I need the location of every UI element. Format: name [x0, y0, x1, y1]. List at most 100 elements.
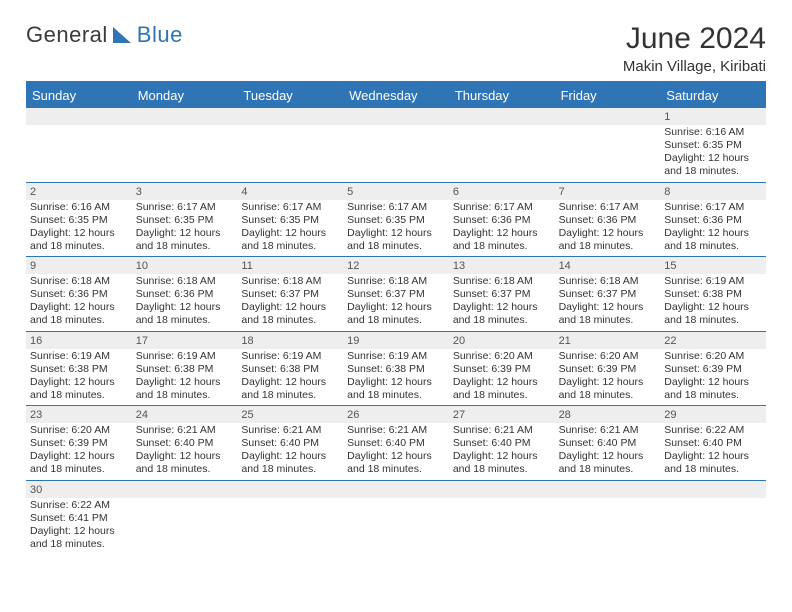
cell-sunrise: Sunrise: 6:22 AM — [30, 499, 128, 512]
cell-day2: and 18 minutes. — [664, 389, 762, 402]
cell-sunset: Sunset: 6:38 PM — [664, 288, 762, 301]
logo-text-1: General — [26, 22, 108, 48]
calendar-cell — [237, 125, 343, 182]
calendar-cell — [343, 125, 449, 182]
cell-sunrise: Sunrise: 6:19 AM — [347, 350, 445, 363]
cell-day2: and 18 minutes. — [136, 240, 234, 253]
cell-day1: Daylight: 12 hours — [136, 301, 234, 314]
cell-sunset: Sunset: 6:35 PM — [136, 214, 234, 227]
calendar-cell — [660, 498, 766, 555]
day-number — [26, 108, 132, 125]
cell-day2: and 18 minutes. — [664, 240, 762, 253]
cell-sunrise: Sunrise: 6:19 AM — [241, 350, 339, 363]
content-row: Sunrise: 6:19 AMSunset: 6:38 PMDaylight:… — [26, 349, 766, 406]
calendar-cell: Sunrise: 6:20 AMSunset: 6:39 PMDaylight:… — [660, 349, 766, 406]
cell-day1: Daylight: 12 hours — [347, 227, 445, 240]
cell-sunset: Sunset: 6:36 PM — [30, 288, 128, 301]
cell-sunrise: Sunrise: 6:18 AM — [559, 275, 657, 288]
cell-day1: Daylight: 12 hours — [30, 376, 128, 389]
cell-sunrise: Sunrise: 6:20 AM — [664, 350, 762, 363]
cell-sunset: Sunset: 6:40 PM — [559, 437, 657, 450]
cell-sunset: Sunset: 6:40 PM — [136, 437, 234, 450]
cell-sunset: Sunset: 6:35 PM — [347, 214, 445, 227]
day-number — [555, 108, 661, 125]
cell-sunrise: Sunrise: 6:19 AM — [30, 350, 128, 363]
cell-day2: and 18 minutes. — [559, 389, 657, 402]
cell-day2: and 18 minutes. — [453, 240, 551, 253]
day-number — [343, 108, 449, 125]
day-number: 25 — [237, 406, 343, 423]
calendar-cell: Sunrise: 6:19 AMSunset: 6:38 PMDaylight:… — [343, 349, 449, 406]
day-number: 13 — [449, 257, 555, 274]
cell-day1: Daylight: 12 hours — [559, 376, 657, 389]
cell-day2: and 18 minutes. — [347, 240, 445, 253]
cell-day1: Daylight: 12 hours — [347, 376, 445, 389]
cell-day2: and 18 minutes. — [30, 240, 128, 253]
content-row: Sunrise: 6:16 AMSunset: 6:35 PMDaylight:… — [26, 200, 766, 257]
day-number: 5 — [343, 183, 449, 200]
day-number: 10 — [132, 257, 238, 274]
cell-day1: Daylight: 12 hours — [559, 450, 657, 463]
calendar-cell — [237, 498, 343, 555]
calendar-cell: Sunrise: 6:19 AMSunset: 6:38 PMDaylight:… — [237, 349, 343, 406]
cell-sunset: Sunset: 6:40 PM — [241, 437, 339, 450]
calendar-cell: Sunrise: 6:17 AMSunset: 6:35 PMDaylight:… — [343, 200, 449, 257]
day-number: 17 — [132, 332, 238, 349]
cell-sunset: Sunset: 6:38 PM — [136, 363, 234, 376]
cell-day2: and 18 minutes. — [347, 314, 445, 327]
cell-day1: Daylight: 12 hours — [136, 450, 234, 463]
cell-day1: Daylight: 12 hours — [559, 227, 657, 240]
cell-day2: and 18 minutes. — [559, 240, 657, 253]
daynum-row: 23242526272829 — [26, 406, 766, 423]
calendar-cell: Sunrise: 6:19 AMSunset: 6:38 PMDaylight:… — [26, 349, 132, 406]
cell-sunrise: Sunrise: 6:21 AM — [347, 424, 445, 437]
cell-day1: Daylight: 12 hours — [241, 450, 339, 463]
cell-day2: and 18 minutes. — [347, 463, 445, 476]
cell-day2: and 18 minutes. — [241, 240, 339, 253]
page-subtitle: Makin Village, Kiribati — [623, 58, 766, 75]
cell-sunrise: Sunrise: 6:21 AM — [453, 424, 551, 437]
calendar-cell: Sunrise: 6:16 AMSunset: 6:35 PMDaylight:… — [26, 200, 132, 257]
cell-day1: Daylight: 12 hours — [241, 227, 339, 240]
cell-sunrise: Sunrise: 6:19 AM — [136, 350, 234, 363]
cell-sunrise: Sunrise: 6:17 AM — [664, 201, 762, 214]
cell-sunset: Sunset: 6:38 PM — [241, 363, 339, 376]
cell-day2: and 18 minutes. — [347, 389, 445, 402]
page-header: GeneralBlue June 2024 Makin Village, Kir… — [26, 22, 766, 75]
cell-sunrise: Sunrise: 6:20 AM — [30, 424, 128, 437]
calendar-cell: Sunrise: 6:22 AMSunset: 6:40 PMDaylight:… — [660, 423, 766, 480]
day-number: 29 — [660, 406, 766, 423]
cell-sunrise: Sunrise: 6:18 AM — [136, 275, 234, 288]
calendar-cell: Sunrise: 6:21 AMSunset: 6:40 PMDaylight:… — [237, 423, 343, 480]
cell-day2: and 18 minutes. — [453, 389, 551, 402]
day-number: 24 — [132, 406, 238, 423]
day-number — [237, 481, 343, 498]
calendar-cell: Sunrise: 6:21 AMSunset: 6:40 PMDaylight:… — [555, 423, 661, 480]
cell-day2: and 18 minutes. — [241, 463, 339, 476]
content-row: Sunrise: 6:16 AMSunset: 6:35 PMDaylight:… — [26, 125, 766, 182]
day-number — [132, 481, 238, 498]
day-number: 27 — [449, 406, 555, 423]
calendar-cell: Sunrise: 6:18 AMSunset: 6:37 PMDaylight:… — [343, 274, 449, 331]
cell-day1: Daylight: 12 hours — [347, 450, 445, 463]
cell-day1: Daylight: 12 hours — [241, 376, 339, 389]
calendar-cell: Sunrise: 6:18 AMSunset: 6:37 PMDaylight:… — [555, 274, 661, 331]
calendar-cell: Sunrise: 6:20 AMSunset: 6:39 PMDaylight:… — [449, 349, 555, 406]
cell-sunset: Sunset: 6:40 PM — [347, 437, 445, 450]
day-number: 7 — [555, 183, 661, 200]
cell-sunrise: Sunrise: 6:20 AM — [559, 350, 657, 363]
cell-day1: Daylight: 12 hours — [30, 525, 128, 538]
cell-sunset: Sunset: 6:37 PM — [347, 288, 445, 301]
cell-sunset: Sunset: 6:39 PM — [30, 437, 128, 450]
day-number — [660, 481, 766, 498]
calendar-cell — [555, 498, 661, 555]
cell-sunrise: Sunrise: 6:16 AM — [30, 201, 128, 214]
cell-sunset: Sunset: 6:35 PM — [241, 214, 339, 227]
cell-sunrise: Sunrise: 6:18 AM — [453, 275, 551, 288]
calendar-week: 9101112131415Sunrise: 6:18 AMSunset: 6:3… — [26, 257, 766, 332]
day-header: Sunday — [26, 83, 132, 108]
calendar-cell — [449, 125, 555, 182]
page-title: June 2024 — [623, 22, 766, 56]
daynum-row: 30 — [26, 481, 766, 498]
cell-sunrise: Sunrise: 6:21 AM — [241, 424, 339, 437]
